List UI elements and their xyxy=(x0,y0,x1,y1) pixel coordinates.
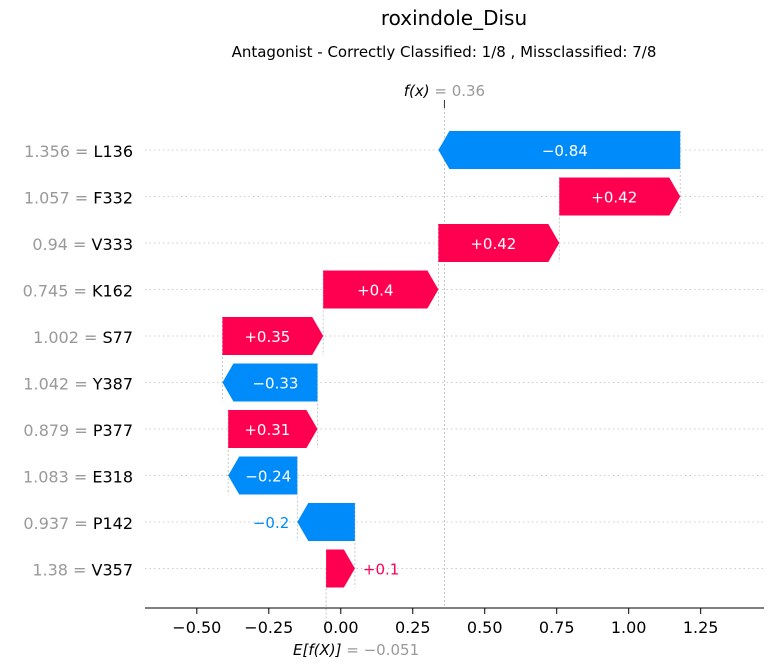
feature-label-k162: 0.745 = K162 xyxy=(23,281,133,300)
feature-value: 0.879 = xyxy=(23,421,92,440)
output-value-label: f(x) = 0.36 xyxy=(404,82,485,100)
feature-label-p142: 0.937 = P142 xyxy=(23,514,133,533)
bar-value-label: +0.31 xyxy=(244,421,290,439)
contribution-bar-e318 xyxy=(228,456,298,495)
feature-name: L136 xyxy=(94,142,133,161)
x-tick-label: 1.00 xyxy=(611,618,647,637)
x-tick-label: 0.25 xyxy=(395,618,431,637)
contribution-bars: −0.84 +0.42 +0.42 +0.4 +0.35 −0.33 +0.31 −0.24 −… xyxy=(222,131,681,588)
feature-name: P142 xyxy=(93,514,133,533)
feature-name: Y387 xyxy=(92,374,133,393)
x-tick-label: −0.50 xyxy=(172,618,221,637)
output-value-symbol: f(x) xyxy=(404,82,430,100)
bar-value-label: −0.84 xyxy=(542,142,588,160)
base-value-label: E[f(X)] = −0.051 xyxy=(293,641,419,659)
x-tick-label: 0.00 xyxy=(323,618,359,637)
feature-label-e318: 1.083 = E318 xyxy=(23,467,133,486)
feature-name: S77 xyxy=(102,328,133,347)
contribution-bar-k162 xyxy=(323,270,439,309)
feature-name: F332 xyxy=(93,188,133,207)
feature-value: 1.057 = xyxy=(24,188,93,207)
feature-name: P377 xyxy=(93,421,133,440)
contribution-bar-l136 xyxy=(438,131,681,169)
row-gridlines xyxy=(145,149,764,569)
chart-title: roxindole_Disu xyxy=(381,6,527,30)
feature-label-f332: 1.057 = F332 xyxy=(24,188,133,207)
feature-value: 1.042 = xyxy=(23,374,92,393)
feature-label-y387: 1.042 = Y387 xyxy=(23,374,133,393)
feature-value: 0.937 = xyxy=(23,514,92,533)
contribution-bar-f332 xyxy=(559,177,681,216)
feature-name: V333 xyxy=(92,235,133,254)
contribution-bar-v357 xyxy=(326,549,355,588)
feature-name: K162 xyxy=(92,281,133,300)
bar-value-label: −0.2 xyxy=(253,514,289,532)
feature-value: 1.38 = xyxy=(32,560,91,579)
x-axis: −0.50 −0.25 0.00 0.25 0.50 0.75 1.00 1.25 xyxy=(145,607,764,637)
bar-value-label: +0.4 xyxy=(357,282,393,300)
output-value-number: = 0.36 xyxy=(430,82,486,100)
x-tick-label: 1.25 xyxy=(683,618,719,637)
bar-value-label: +0.35 xyxy=(244,328,290,346)
bar-value-label: −0.24 xyxy=(245,468,291,486)
x-tick-label: −0.25 xyxy=(244,618,293,637)
x-tick-label: 0.50 xyxy=(467,618,503,637)
chart-subtitle: Antagonist - Correctly Classified: 1/8 ,… xyxy=(232,43,657,61)
contribution-bar-v333 xyxy=(438,224,560,262)
contribution-bar-p142 xyxy=(297,503,355,541)
contribution-bar-y387 xyxy=(222,363,318,402)
feature-label-v357: 1.38 = V357 xyxy=(32,560,133,579)
bar-value-label: +0.42 xyxy=(591,189,637,207)
feature-value: 1.002 = xyxy=(33,328,102,347)
feature-name: V357 xyxy=(92,560,133,579)
base-value-symbol: E[f(X)] xyxy=(293,641,342,659)
feature-value: 0.745 = xyxy=(23,281,92,300)
feature-label-s77: 1.002 = S77 xyxy=(33,328,133,347)
bar-value-label: +0.1 xyxy=(363,561,399,579)
value-annotations: f(x) = 0.36 E[f(X)] = −0.051 xyxy=(293,82,485,659)
feature-name: E318 xyxy=(92,467,133,486)
base-value-number: = −0.051 xyxy=(342,641,420,659)
contribution-bar-p377 xyxy=(228,410,318,448)
bar-value-label: −0.33 xyxy=(252,375,298,393)
feature-value: 1.083 = xyxy=(23,467,92,486)
contribution-bar-s77 xyxy=(222,317,324,355)
feature-label-v333: 0.94 = V333 xyxy=(32,235,133,254)
feature-label-p377: 0.879 = P377 xyxy=(23,421,133,440)
feature-value: 1.356 = xyxy=(24,142,93,161)
feature-value: 0.94 = xyxy=(32,235,91,254)
feature-labels: 1.356 = L136 1.057 = F332 0.94 = V333 0.745… xyxy=(23,142,133,580)
bar-value-label: +0.42 xyxy=(470,235,516,253)
feature-label-l136: 1.356 = L136 xyxy=(24,142,133,161)
x-tick-label: 0.75 xyxy=(539,618,575,637)
reference-lines xyxy=(222,100,681,634)
